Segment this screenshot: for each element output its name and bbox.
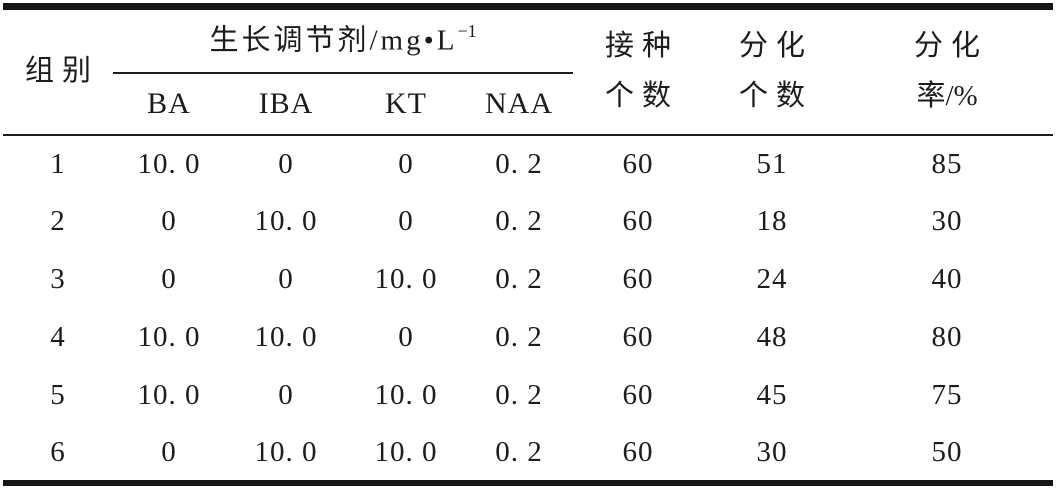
results-table: 组别 生长调节剂/mg•L−1 接种 个数 分化 个数 分化 率/% BA IB…: [3, 3, 1054, 486]
cell-group: 5: [50, 379, 66, 412]
cell-kt: 10. 0: [374, 435, 438, 468]
header-row-top: 组别 生长调节剂/mg•L−1 接种 个数 分化 个数 分化 率/%: [3, 6, 1054, 136]
cell-iba: 10. 0: [254, 205, 318, 238]
header-row-sub: BA IBA KT NAA: [3, 72, 1053, 136]
cell-rate: 30: [931, 205, 963, 238]
col-header-inoculated-line2: 个数: [605, 80, 680, 113]
table-row: 1 10. 0 0 0 0. 2 60 51 85: [3, 135, 1053, 193]
cell-inoculated: 60: [622, 205, 654, 238]
cell-group: 1: [50, 147, 66, 180]
cell-iba: 10. 0: [254, 321, 318, 354]
table-row: 4 10. 0 10. 0 0 0. 2 60 48 80: [3, 309, 1053, 367]
col-group-header-regulator: 生长调节剂/mg•L−1: [113, 6, 574, 74]
table-row: 2 0 10. 0 0 0. 2 60 18 30: [3, 193, 1053, 251]
cell-kt: 10. 0: [374, 263, 438, 296]
cell-ba: 10. 0: [137, 379, 201, 412]
cell-naa: 0. 2: [495, 435, 543, 468]
col-header-iba: IBA: [225, 72, 347, 136]
cell-inoculated: 60: [622, 263, 654, 296]
col-header-kt: KT: [347, 72, 465, 136]
cell-ba: 0: [161, 205, 177, 238]
cell-ba: 10. 0: [137, 147, 201, 180]
regulator-group-superscript: −1: [457, 21, 477, 42]
cell-naa: 0. 2: [495, 379, 543, 412]
col-header-ba: BA: [113, 72, 225, 136]
col-header-group: 组别: [3, 6, 113, 136]
cell-kt: 0: [398, 205, 414, 238]
cell-kt: 0: [398, 321, 414, 354]
cell-group: 4: [50, 321, 66, 354]
table-row: 6 0 10. 0 10. 0 0. 2 60 30 50: [3, 425, 1053, 483]
cell-inoculated: 60: [622, 321, 654, 354]
table-header: 组别 生长调节剂/mg•L−1 接种 个数 分化 个数 分化 率/% BA IB…: [3, 6, 1054, 136]
col-header-rate-line1: 分化: [914, 30, 989, 63]
cell-naa: 0. 2: [495, 205, 543, 238]
cell-kt: 10. 0: [374, 379, 438, 412]
cell-inoculated: 60: [622, 147, 654, 180]
cell-rate: 50: [931, 435, 963, 468]
cell-rate: 85: [931, 147, 963, 180]
cell-group: 6: [50, 435, 66, 468]
cell-group: 3: [50, 263, 66, 296]
cell-ba: 0: [161, 263, 177, 296]
cell-iba: 0: [278, 379, 294, 412]
col-header-differentiated-line2: 个数: [739, 80, 814, 113]
col-header-differentiated-line1: 分化: [739, 30, 814, 63]
col-header-rate: 分化 率/%: [841, 6, 1054, 136]
col-header-inoculated: 接种 个数: [573, 6, 704, 136]
cell-rate: 40: [931, 263, 963, 296]
col-header-inoculated-line1: 接种: [605, 30, 680, 63]
cell-ba: 0: [161, 435, 177, 468]
table-row: 3 0 0 10. 0 0. 2 60 24 40: [3, 251, 1053, 309]
cell-group: 2: [50, 205, 66, 238]
table-body: 1 10. 0 0 0 0. 2 60 51 85 2 0 10. 0 0 0.…: [3, 135, 1053, 483]
cell-ba: 10. 0: [137, 321, 201, 354]
cell-differentiated: 51: [756, 147, 788, 180]
cell-iba: 10. 0: [254, 435, 318, 468]
cell-inoculated: 60: [622, 379, 654, 412]
col-header-naa: NAA: [465, 72, 574, 136]
cell-naa: 0. 2: [495, 263, 543, 296]
cell-iba: 0: [278, 147, 294, 180]
cell-rate: 80: [931, 321, 963, 354]
regulator-group-label: 生长调节剂/mg•L: [209, 24, 458, 57]
col-header-rate-line2: 率/%: [916, 80, 978, 113]
cell-naa: 0. 2: [495, 321, 543, 354]
cell-differentiated: 48: [756, 321, 788, 354]
cell-inoculated: 60: [622, 435, 654, 468]
cell-differentiated: 45: [756, 379, 788, 412]
cell-differentiated: 24: [756, 263, 788, 296]
cell-differentiated: 30: [756, 435, 788, 468]
cell-iba: 0: [278, 263, 294, 296]
cell-naa: 0. 2: [495, 147, 543, 180]
table-row: 5 10. 0 0 10. 0 0. 2 60 45 75: [3, 367, 1053, 425]
cell-differentiated: 18: [756, 205, 788, 238]
cell-rate: 75: [931, 379, 963, 412]
col-header-group-label: 组别: [24, 55, 99, 88]
cell-kt: 0: [398, 147, 414, 180]
col-header-differentiated: 分化 个数: [703, 6, 842, 136]
